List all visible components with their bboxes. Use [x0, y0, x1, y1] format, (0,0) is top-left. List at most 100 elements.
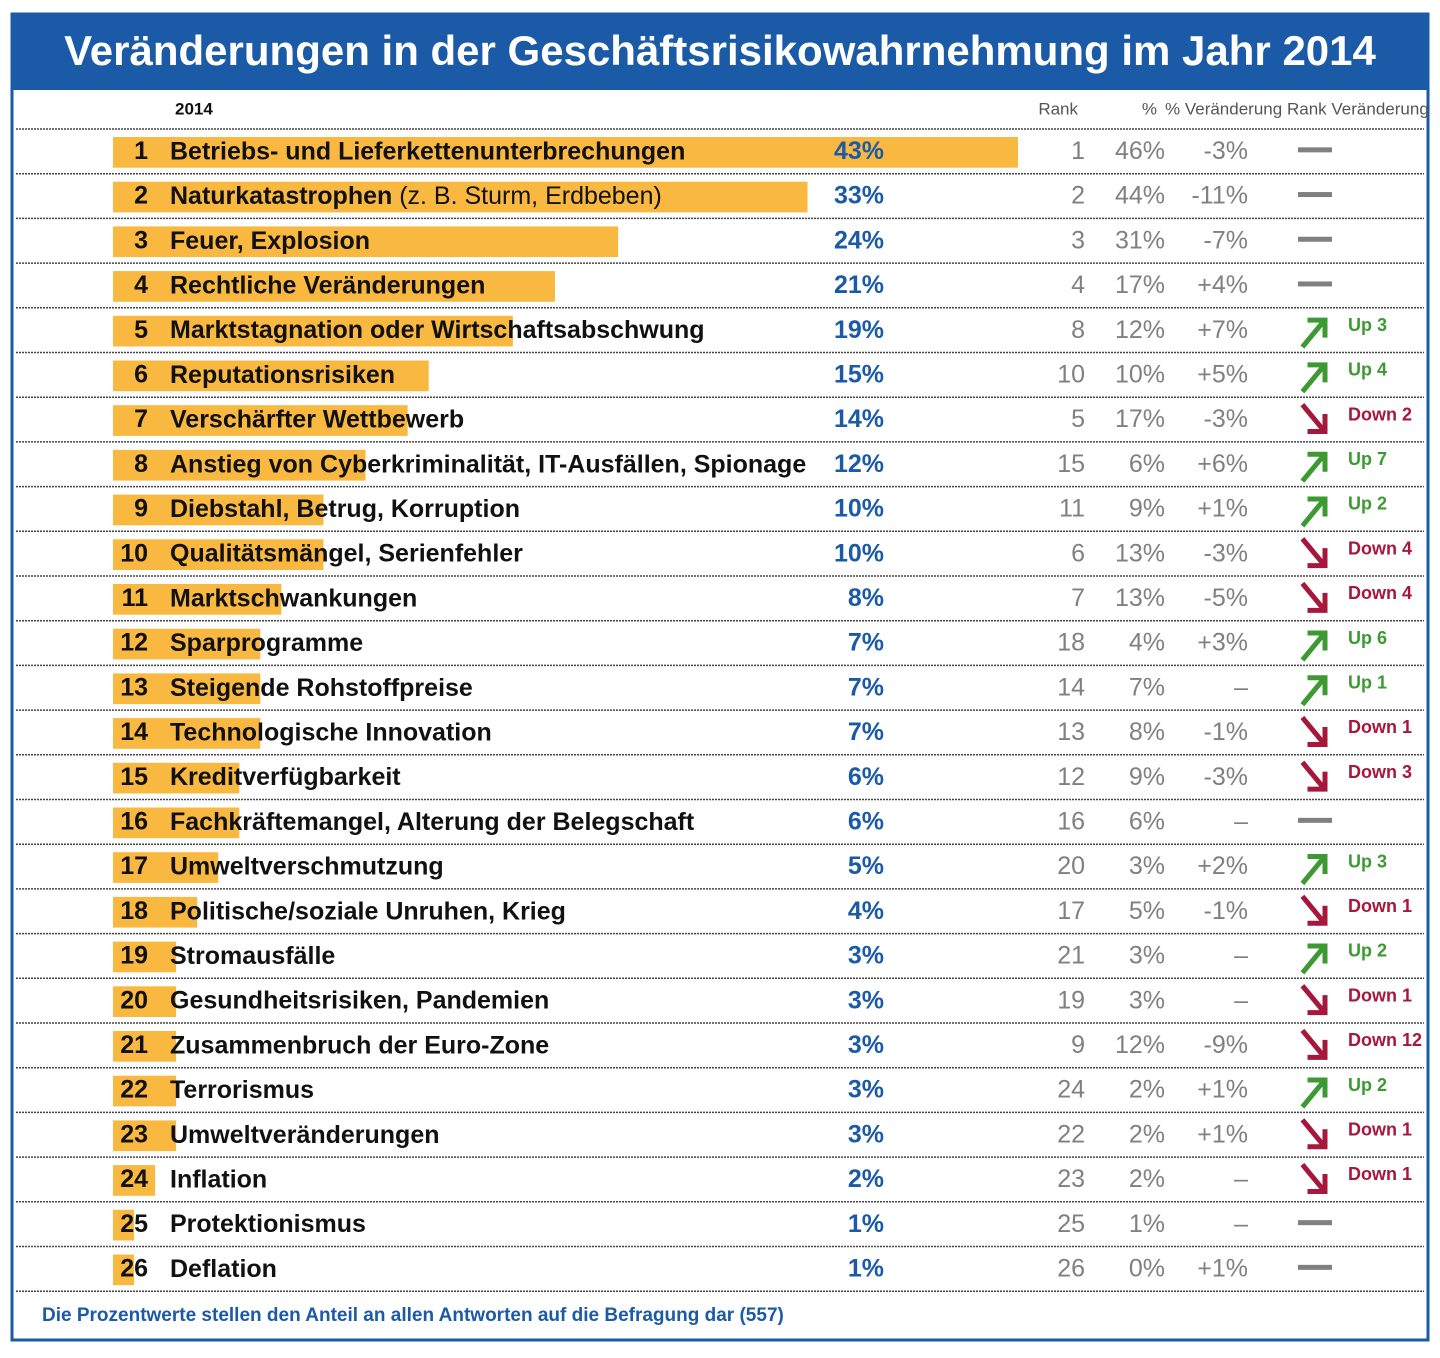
prev-rank: 21	[1057, 942, 1085, 970]
risk-name: Umweltverschmutzung	[170, 852, 444, 880]
bar	[113, 673, 261, 705]
no-change-dash	[1298, 1264, 1332, 1270]
prev-rank: 18	[1057, 629, 1085, 657]
bar	[113, 807, 240, 839]
risk-name-main: Fachkräftemangel, Alterung der Belegscha…	[170, 807, 695, 835]
pct-change: -7%	[1204, 226, 1248, 254]
risk-name-main: Kreditverfügbarkeit	[170, 763, 401, 791]
risk-name-main: Anstieg von Cyberkriminalität, IT-Ausfäl…	[170, 450, 806, 478]
rank-change: Up 3	[1348, 315, 1387, 335]
header-rank-change: Rank Veränderung	[1287, 99, 1429, 118]
row-number: 22	[120, 1076, 148, 1104]
bar	[113, 494, 324, 526]
risk-name-note: (z. B. Sturm, Erdbeben)	[399, 182, 662, 210]
value-label: 21%	[834, 271, 884, 299]
arrow-down	[1300, 1162, 1328, 1194]
row-number: 19	[120, 942, 148, 970]
rank-change: Down 12	[1348, 1030, 1422, 1050]
rank-change: Up 2	[1348, 1075, 1387, 1095]
value-label: 8%	[848, 584, 884, 612]
row-number: 9	[134, 495, 148, 523]
pct-change: +7%	[1197, 316, 1248, 344]
rank-change: Up 2	[1348, 494, 1387, 514]
prev-rank: 3	[1071, 226, 1085, 254]
prev-pct: 2%	[1129, 1165, 1165, 1193]
rank-change: Down 1	[1348, 1120, 1412, 1140]
risk-name: Diebstahl, Betrug, Korruption	[170, 495, 520, 523]
rank-change: Down 1	[1348, 1164, 1412, 1184]
value-label: 1%	[848, 1210, 884, 1238]
risk-name: Terrorismus	[170, 1076, 314, 1104]
value-label: 3%	[848, 1120, 884, 1148]
pct-change: +4%	[1197, 271, 1248, 299]
risk-name-main: Sparprogramme	[170, 629, 363, 657]
prev-rank: 12	[1057, 763, 1085, 791]
pct-change: +2%	[1197, 852, 1248, 880]
risk-name-main: Steigende Rohstoffpreise	[170, 673, 473, 701]
prev-pct: 13%	[1115, 539, 1165, 567]
bar	[113, 449, 366, 481]
prev-rank: 7	[1071, 584, 1085, 612]
row-number: 20	[120, 986, 148, 1014]
arrow-down	[1300, 894, 1328, 926]
risk-name-main: Zusammenbruch der Euro-Zone	[170, 1031, 549, 1059]
risk-name-main: Reputationsrisiken	[170, 360, 395, 388]
bar	[113, 539, 324, 570]
arrow-down	[1300, 984, 1328, 1016]
value-label: 3%	[848, 1076, 884, 1104]
risk-name-main: Technologische Innovation	[170, 718, 492, 746]
risk-name: Feuer, Explosion	[170, 226, 370, 254]
value-label: 2%	[848, 1165, 884, 1193]
pct-change: +5%	[1197, 360, 1248, 388]
prev-pct: 12%	[1115, 316, 1165, 344]
bar	[113, 1254, 135, 1286]
rank-change: Down 4	[1348, 583, 1412, 603]
risk-name: Technologische Innovation	[170, 718, 492, 746]
risk-name-main: Stromausfälle	[170, 942, 335, 970]
value-label: 33%	[834, 182, 884, 210]
row-number: 11	[122, 584, 149, 612]
row-number: 17	[120, 852, 148, 880]
risk-name: Reputationsrisiken	[170, 360, 395, 388]
arrow-down	[1300, 1118, 1328, 1150]
risk-name: Politische/soziale Unruhen, Krieg	[170, 897, 566, 925]
prev-rank: 22	[1057, 1120, 1085, 1148]
bar	[113, 1120, 177, 1152]
pct-change: +1%	[1197, 1076, 1248, 1104]
no-change-dash	[1298, 817, 1332, 823]
prev-rank: 6	[1071, 539, 1085, 567]
pct-change: +1%	[1197, 1120, 1248, 1148]
row-number: 21	[120, 1031, 148, 1059]
rank-change: Up 7	[1348, 449, 1387, 469]
rank-change: Down 3	[1348, 762, 1412, 782]
arrow-up	[1300, 1077, 1328, 1109]
bar	[113, 315, 513, 347]
bar	[113, 584, 282, 615]
header-pct: %	[1142, 99, 1157, 118]
bar	[113, 896, 198, 928]
no-change-dash	[1298, 192, 1332, 198]
bar	[113, 852, 219, 883]
pct-change: -9%	[1204, 1031, 1248, 1059]
value-label: 3%	[848, 942, 884, 970]
arrow-up	[1300, 317, 1328, 349]
rank-change: Down 1	[1348, 717, 1412, 737]
risk-name: Anstieg von Cyberkriminalität, IT-Ausfäl…	[170, 450, 806, 478]
row-number: 4	[134, 271, 148, 299]
prev-rank: 15	[1057, 450, 1085, 478]
risk-name-main: Verschärfter Wettbewerb	[170, 405, 464, 433]
row-number: 24	[120, 1165, 148, 1193]
prev-pct: 5%	[1129, 897, 1165, 925]
prev-pct: 13%	[1115, 584, 1165, 612]
pct-change: -1%	[1204, 718, 1248, 746]
arrow-down	[1300, 760, 1328, 792]
prev-pct: 3%	[1129, 942, 1165, 970]
pct-change: -5%	[1204, 584, 1248, 612]
bar	[113, 628, 261, 660]
bar	[113, 181, 808, 213]
prev-pct: 9%	[1129, 495, 1165, 523]
arrow-up	[1300, 943, 1328, 975]
prev-rank: 10	[1057, 360, 1085, 388]
risk-name-main: Protektionismus	[170, 1210, 366, 1238]
